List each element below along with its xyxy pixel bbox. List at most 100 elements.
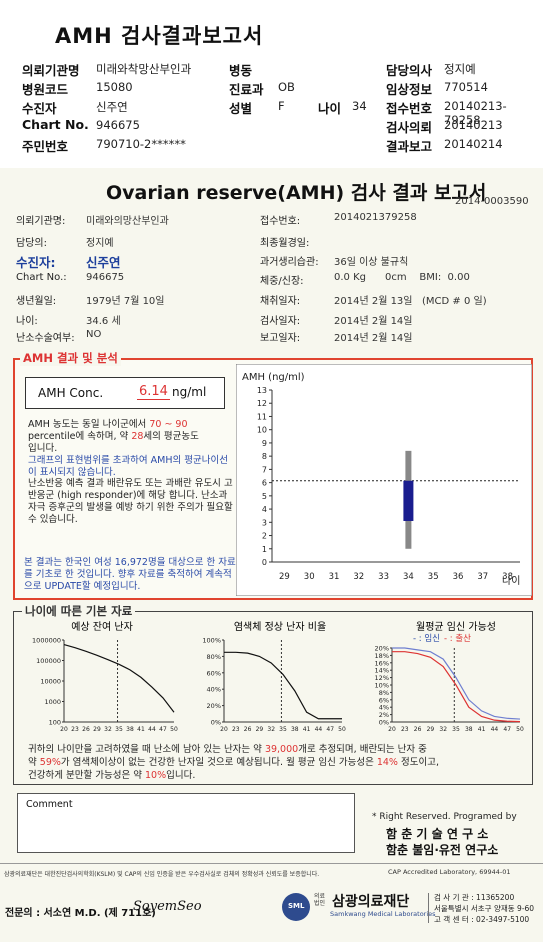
y-tick-label: 16% xyxy=(375,659,389,667)
value-request-date: 20140213 xyxy=(444,118,503,132)
y-tick-label: 9 xyxy=(262,439,267,448)
amh-analysis-title: AMH 결과 및 분석 xyxy=(20,350,121,366)
specialist-text: 전문의 : 서소연 M.D. (제 711호) xyxy=(5,908,156,919)
comment-box: Comment xyxy=(17,793,355,853)
y-tick-label: 10% xyxy=(375,682,389,690)
amh-concentration-box: AMH Conc. 6.14 ng/ml xyxy=(25,377,225,409)
y-tick-label: 100% xyxy=(202,637,221,645)
equivalent-age: 28 xyxy=(131,431,144,442)
value-doctor: 정지예 xyxy=(444,62,476,76)
text: 정도이고, xyxy=(401,757,439,768)
x-tick-label: 23 xyxy=(71,726,79,733)
chart-ylabel: AMH (ng/ml) xyxy=(242,372,305,383)
value-report-date: 20140214 xyxy=(444,137,503,151)
info-label: 접수번호: xyxy=(260,216,301,227)
age-basic-data-box xyxy=(13,611,533,785)
value-bar xyxy=(403,480,414,521)
y-tick-label: 6% xyxy=(379,696,389,704)
x-tick-label: 35 xyxy=(428,572,439,582)
y-tick-label: 0 xyxy=(262,558,267,567)
info-label: 검사일자: xyxy=(260,316,301,327)
x-tick-label: 32 xyxy=(353,572,364,582)
signature: SoyemSeo xyxy=(133,899,202,914)
x-tick-label: 34 xyxy=(403,572,414,582)
y-tick-label: 80% xyxy=(207,653,221,661)
x-tick-label: 35 xyxy=(452,726,460,733)
y-tick-label: 100000 xyxy=(36,657,61,665)
x-tick-label: 30 xyxy=(304,572,315,582)
chart-title: 월평균 임신 가능성 xyxy=(416,620,496,633)
value-institution: 미래와착망산부인과 xyxy=(96,62,192,76)
x-tick-label: 38 xyxy=(291,726,299,733)
legend-preg: - : 임신 xyxy=(413,633,440,644)
rights-text: * Right Reserved. Programed by xyxy=(372,812,517,822)
x-tick-label: 47 xyxy=(503,726,511,733)
info-label: 최종월경일: xyxy=(260,238,310,249)
y-tick-label: 1 xyxy=(262,545,267,554)
summary-line-3: 건강하게 분만할 가능성은 약 10%입니다. xyxy=(28,769,528,782)
info-label: 의뢰기관명: xyxy=(16,216,66,227)
y-tick-label: 3 xyxy=(262,518,267,527)
x-tick-label: 20 xyxy=(220,726,228,733)
y-tick-label: 40% xyxy=(207,686,221,694)
value-rrn: 790710-2****** xyxy=(96,137,186,151)
info-label: 난소수술여부: xyxy=(16,333,75,344)
value-sex: F xyxy=(278,99,285,113)
text: 약 xyxy=(28,757,37,768)
y-tick-label: 6 xyxy=(262,479,267,488)
x-tick-label: 33 xyxy=(378,572,389,582)
info-label: 나이: xyxy=(16,316,38,327)
x-tick-label: 23 xyxy=(232,726,240,733)
x-tick-label: 31 xyxy=(329,572,340,582)
foundation-small: 의료 법인 xyxy=(314,893,326,907)
chart-title: 염색체 정상 난자 비율 xyxy=(234,621,326,633)
x-tick-label: 20 xyxy=(388,726,396,733)
info-label: 과거생리습관: xyxy=(260,257,319,268)
x-tick-label: 32 xyxy=(267,726,275,733)
label-request-date: 검사의뢰 xyxy=(386,120,433,135)
credit-org-2: 함춘 불임·유전 연구소 xyxy=(386,843,499,857)
chart-plot: 0%2%4%6%8%10%12%14%16%18%20% 20 23 26 29 32 35… xyxy=(375,645,524,734)
y-tick-label: 60% xyxy=(207,669,221,677)
x-tick-label: 41 xyxy=(478,726,486,733)
label-institution: 의뢰기관명 xyxy=(22,63,80,78)
age-basic-data-title: 나이에 따른 기본 자료 xyxy=(22,603,136,619)
remaining-eggs-chart: 예상 잔여 난자 100 1000 10000 100000 1000000 20 23 26… xyxy=(32,621,178,733)
pregnancy-percent: 14% xyxy=(376,757,398,768)
x-tick-label: 23 xyxy=(401,726,409,733)
info-value: 36일 이상 불규칙 xyxy=(334,257,409,268)
text: 건강하게 분만할 가능성은 약 xyxy=(28,770,142,781)
x-tick-label: 41 xyxy=(303,726,311,733)
text: 개로 추정되며, 배란되는 난자 중 xyxy=(298,744,427,755)
value-clinical-info: 770514 xyxy=(444,80,488,94)
info-value: 946675 xyxy=(86,272,125,283)
y-tick-label: 8% xyxy=(379,689,389,697)
foundation-name: 삼광의료재단 xyxy=(332,894,410,910)
y-tick-label: 5 xyxy=(262,492,267,501)
y-tick-label: 2% xyxy=(379,711,389,719)
telephone: 고 객 센 터 : 02-3497-5100 xyxy=(434,915,530,924)
y-tick-label: 10 xyxy=(257,426,267,435)
info-label: 채취일자: xyxy=(260,296,301,307)
text: 가 염색체이상이 없는 건강한 난자일 것으로 예상됩니다. 월 평균 임신 가… xyxy=(60,757,374,768)
y-tick-label: 8 xyxy=(262,452,267,461)
text: 입니다. xyxy=(28,443,58,454)
normal-percent: 59% xyxy=(39,757,61,768)
x-tick-label: 44 xyxy=(315,726,323,733)
summary-line-1: 귀하의 나이만을 고려하였을 때 난소에 남아 있는 난자는 약 39,000개… xyxy=(28,743,528,756)
y-tick-label: 7 xyxy=(262,465,267,474)
cap-text: CAP Accredited Laboratory, 69944-01 xyxy=(388,868,511,876)
report-title: Ovarian reserve(AMH) 검사 결과 보고서 xyxy=(106,182,487,204)
y-tick-label: 13 xyxy=(257,386,267,395)
x-tick-label: 29 xyxy=(256,726,264,733)
info-value: 0.0 Kg 0cm BMI: 0.00 xyxy=(334,272,470,283)
monthly-pregnancy-chart: 월평균 임신 가능성 - : 임신 - : 출산 0%2%4%6%8%10%12… xyxy=(375,620,524,734)
percentile-text: AMH 농도는 동일 나이군에서 70 ~ 90 percentile에 속하며… xyxy=(28,419,233,455)
y-tick-label: 18% xyxy=(375,652,389,660)
y-tick-label: 2 xyxy=(262,532,267,541)
x-tick-label: 50 xyxy=(170,726,178,733)
x-tick-label: 32 xyxy=(104,726,112,733)
x-tick-label: 38 xyxy=(465,726,473,733)
y-tick-label: 12% xyxy=(375,674,389,682)
y-tick-label: 12 xyxy=(257,399,267,408)
